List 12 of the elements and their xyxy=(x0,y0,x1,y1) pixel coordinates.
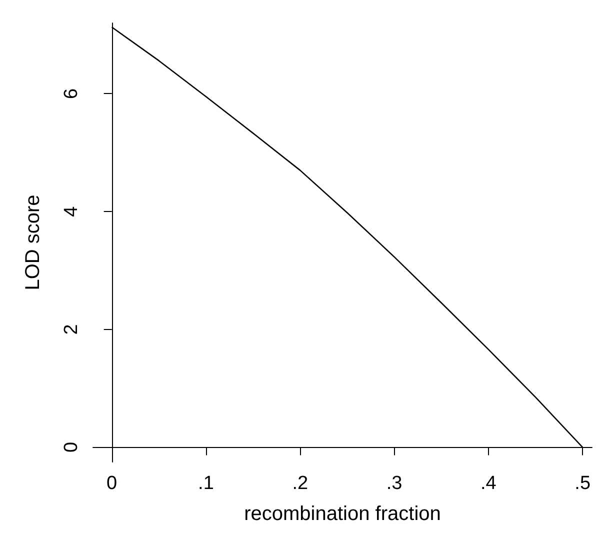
y-tick-label: 0 xyxy=(61,442,82,453)
y-tick-label: 6 xyxy=(61,88,82,99)
x-tick-label: .4 xyxy=(480,473,497,494)
x-tick-label: 0 xyxy=(106,473,118,494)
x-tick-label: .5 xyxy=(574,473,591,494)
x-tick-label: .3 xyxy=(386,473,402,494)
y-tick-label: 4 xyxy=(61,206,82,217)
x-tick-label: .2 xyxy=(292,473,308,494)
x-tick-label: .1 xyxy=(198,473,214,494)
y-tick-label: 2 xyxy=(61,324,82,335)
y-axis-title: LOD score xyxy=(22,194,44,290)
x-axis-title: recombination fraction xyxy=(244,503,441,525)
